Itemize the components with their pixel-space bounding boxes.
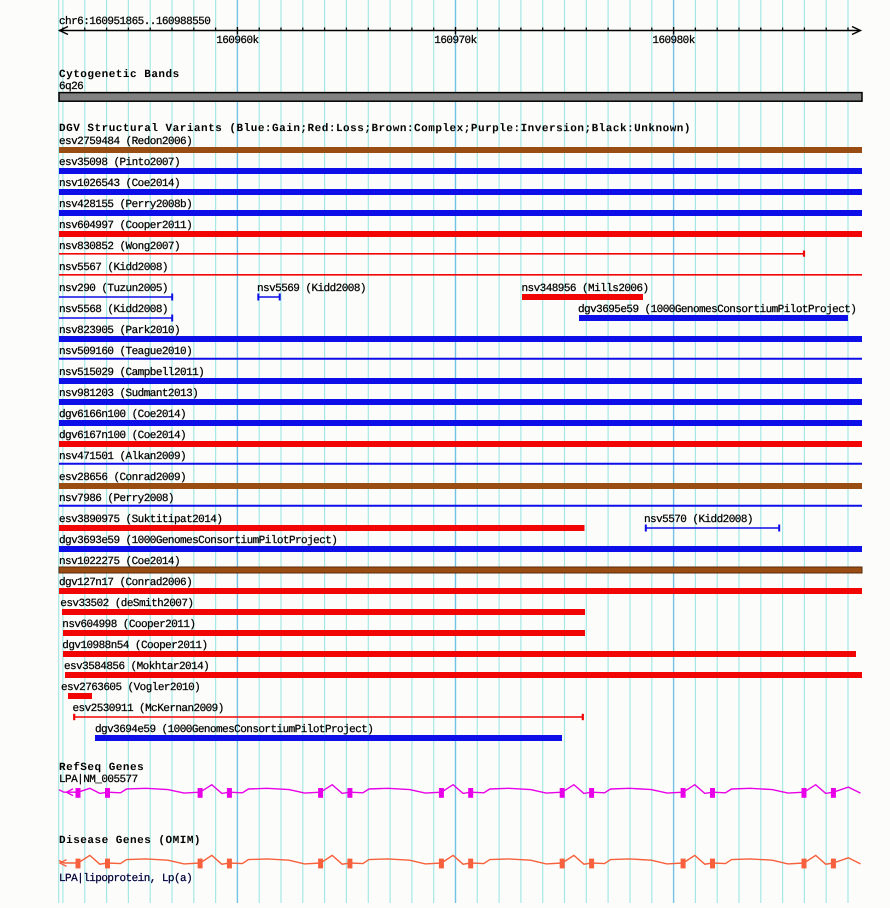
- svg-text:nsv5568 (Kidd2008): nsv5568 (Kidd2008): [59, 304, 168, 316]
- svg-text:chr6:160951865..160988550: chr6:160951865..160988550: [59, 16, 210, 28]
- svg-text:esv35098 (Pinto2007): esv35098 (Pinto2007): [59, 157, 180, 169]
- svg-text:nsv348956 (Mills2006): nsv348956 (Mills2006): [521, 283, 648, 295]
- svg-text:esv3584856 (Mokhtar2014): esv3584856 (Mokhtar2014): [64, 661, 209, 673]
- svg-text:nsv604997 (Cooper2011): nsv604997 (Cooper2011): [59, 220, 192, 232]
- svg-text:nsv1026543 (Coe2014): nsv1026543 (Coe2014): [59, 178, 180, 190]
- svg-text:160970k: 160970k: [434, 35, 477, 47]
- svg-text:Cytogenetic Bands: Cytogenetic Bands: [59, 69, 180, 81]
- svg-text:nsv7986 (Perry2008): nsv7986 (Perry2008): [59, 493, 174, 505]
- svg-text:esv2759484 (Redon2006): esv2759484 (Redon2006): [59, 136, 192, 148]
- svg-text:esv2530911 (McKernan2009): esv2530911 (McKernan2009): [72, 703, 223, 715]
- svg-text:esv2763605 (Vogler2010): esv2763605 (Vogler2010): [61, 682, 200, 694]
- svg-text:nsv290 (Tuzun2005): nsv290 (Tuzun2005): [59, 283, 168, 295]
- svg-text:dgv6166n100 (Coe2014): dgv6166n100 (Coe2014): [59, 409, 186, 421]
- svg-text:dgv6167n100 (Coe2014): dgv6167n100 (Coe2014): [59, 430, 186, 442]
- svg-text:6q26: 6q26: [59, 81, 83, 93]
- svg-text:nsv823905 (Park2010): nsv823905 (Park2010): [59, 325, 180, 337]
- svg-text:LPA|lipoprotein, Lp(a): LPA|lipoprotein, Lp(a): [59, 873, 192, 885]
- svg-text:nsv509160 (Teague2010): nsv509160 (Teague2010): [59, 346, 192, 358]
- svg-text:dgv3695e59 (1000GenomesConsort: dgv3695e59 (1000GenomesConsortiumPilotPr…: [578, 304, 856, 316]
- svg-text:DGV Structural Variants (Blue:: DGV Structural Variants (Blue:Gain;Red:L…: [59, 123, 691, 135]
- svg-text:nsv471501 (Alkan2009): nsv471501 (Alkan2009): [59, 451, 186, 463]
- svg-text:RefSeq Genes: RefSeq Genes: [59, 761, 144, 774]
- svg-text:nsv1022275 (Coe2014): nsv1022275 (Coe2014): [59, 556, 180, 568]
- svg-text:nsv5569 (Kidd2008): nsv5569 (Kidd2008): [257, 283, 366, 295]
- svg-text:esv33502 (deSmith2007): esv33502 (deSmith2007): [60, 598, 193, 610]
- svg-text:esv3890975 (Suktitipat2014): esv3890975 (Suktitipat2014): [59, 514, 222, 526]
- svg-text:esv28656 (Conrad2009): esv28656 (Conrad2009): [59, 472, 186, 484]
- svg-text:dgv3694e59 (1000GenomesConsort: dgv3694e59 (1000GenomesConsortiumPilotPr…: [95, 724, 373, 736]
- svg-text:LPA|NM_005577: LPA|NM_005577: [59, 774, 138, 786]
- svg-text:nsv981203 (Sudmant2013): nsv981203 (Sudmant2013): [59, 388, 198, 400]
- svg-text:dgv10988n54 (Cooper2011): dgv10988n54 (Cooper2011): [62, 640, 207, 652]
- svg-text:160960k: 160960k: [216, 35, 259, 47]
- svg-text:Disease Genes (OMIM): Disease Genes (OMIM): [59, 835, 201, 847]
- svg-text:nsv5570 (Kidd2008): nsv5570 (Kidd2008): [644, 514, 753, 526]
- svg-text:dgv127n17 (Conrad2006): dgv127n17 (Conrad2006): [59, 577, 192, 589]
- svg-text:nsv604998 (Cooper2011): nsv604998 (Cooper2011): [62, 619, 195, 631]
- svg-text:dgv3693e59 (1000GenomesConsort: dgv3693e59 (1000GenomesConsortiumPilotPr…: [59, 535, 337, 547]
- svg-text:nsv830852 (Wong2007): nsv830852 (Wong2007): [59, 241, 180, 253]
- svg-text:160980k: 160980k: [652, 35, 695, 47]
- svg-text:nsv428155 (Perry2008b): nsv428155 (Perry2008b): [59, 199, 192, 211]
- svg-text:nsv5567 (Kidd2008): nsv5567 (Kidd2008): [59, 262, 168, 274]
- svg-text:nsv515029 (Campbell2011): nsv515029 (Campbell2011): [59, 367, 204, 379]
